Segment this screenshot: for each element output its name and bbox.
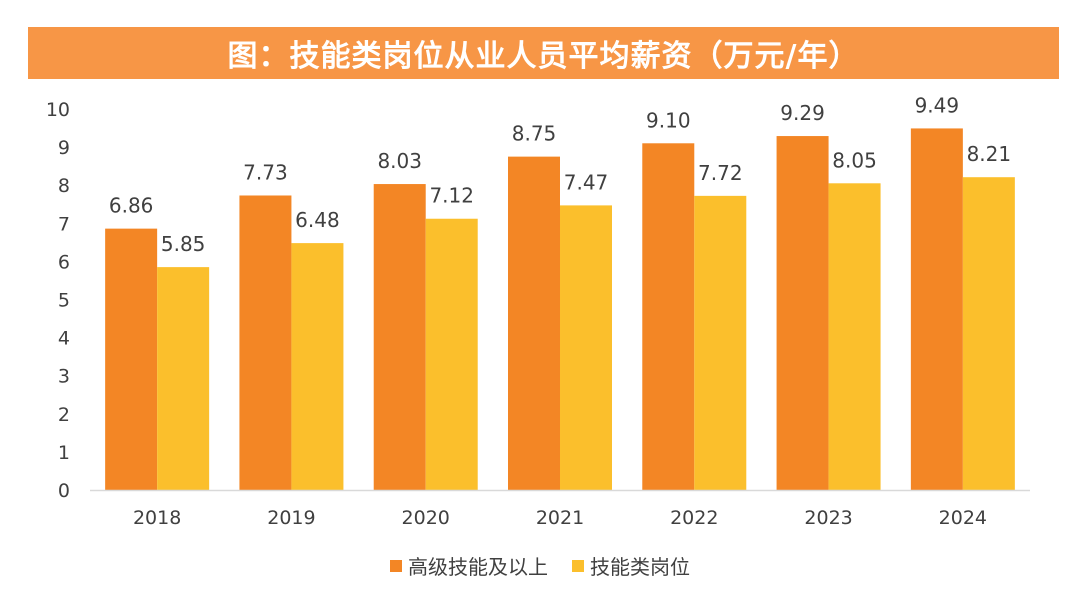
x-tick-label: 2019 (267, 507, 315, 529)
y-tick-label: 9 (58, 137, 70, 159)
data-label-series-2: 6.48 (295, 208, 340, 232)
legend-swatch-series-1 (390, 559, 402, 572)
y-tick-label: 6 (58, 251, 70, 273)
x-tick-label: 2022 (670, 507, 718, 529)
data-label-series-1: 6.86 (109, 194, 154, 218)
legend-label-series-2: 技能类岗位 (590, 555, 690, 579)
legend: 高级技能及以上 技能类岗位 (0, 551, 1080, 580)
bar-series-1 (776, 136, 829, 490)
y-tick-label: 10 (46, 99, 70, 121)
bar-series-2 (425, 218, 478, 490)
data-label-series-2: 8.05 (832, 148, 877, 172)
legend-item-series-1: 高级技能及以上 (390, 551, 548, 580)
bar-series-1 (373, 184, 426, 490)
y-tick-label: 0 (58, 480, 70, 502)
data-label-series-1: 9.10 (646, 108, 691, 132)
data-label-series-2: 5.85 (161, 232, 206, 256)
bar-series-2 (694, 195, 747, 491)
bar-series-2 (828, 183, 881, 491)
chart-title: 图：技能类岗位从业人员平均薪资（万元/年） (28, 27, 1059, 79)
x-tick-label: 2018 (133, 507, 181, 529)
bar-series-1 (910, 128, 963, 490)
legend-item-series-2: 技能类岗位 (572, 551, 690, 580)
y-tick-label: 1 (58, 442, 70, 464)
bar-series-1 (642, 143, 695, 491)
legend-swatch-series-2 (572, 559, 584, 572)
y-tick-label: 8 (58, 175, 70, 197)
legend-label-series-1: 高级技能及以上 (408, 555, 548, 579)
x-tick-label: 2023 (804, 507, 852, 529)
bar-series-1 (239, 195, 292, 490)
bar-series-2 (157, 267, 210, 490)
bar-series-2 (962, 177, 1015, 490)
data-label-series-2: 7.47 (564, 170, 609, 194)
x-tick-label: 2020 (402, 507, 450, 529)
x-tick-label: 2024 (939, 507, 987, 529)
y-tick-label: 3 (58, 366, 70, 388)
data-label-series-1: 9.29 (780, 101, 825, 125)
bar-series-1 (105, 228, 158, 490)
bar-series-2 (291, 243, 344, 490)
x-tick-label: 2021 (536, 507, 584, 529)
y-tick-label: 2 (58, 404, 70, 426)
data-label-series-1: 7.73 (243, 160, 288, 184)
y-tick-label: 7 (58, 213, 70, 235)
data-label-series-1: 8.03 (377, 149, 422, 173)
data-label-series-2: 7.12 (429, 184, 474, 208)
bar-series-1 (508, 156, 560, 490)
bar-series-2 (560, 205, 612, 490)
data-label-series-2: 7.72 (698, 161, 743, 185)
data-label-series-1: 9.49 (915, 93, 960, 117)
data-label-series-1: 8.75 (512, 122, 557, 146)
y-tick-label: 4 (58, 328, 70, 350)
data-label-series-2: 8.21 (967, 142, 1012, 166)
y-tick-label: 5 (58, 290, 70, 312)
